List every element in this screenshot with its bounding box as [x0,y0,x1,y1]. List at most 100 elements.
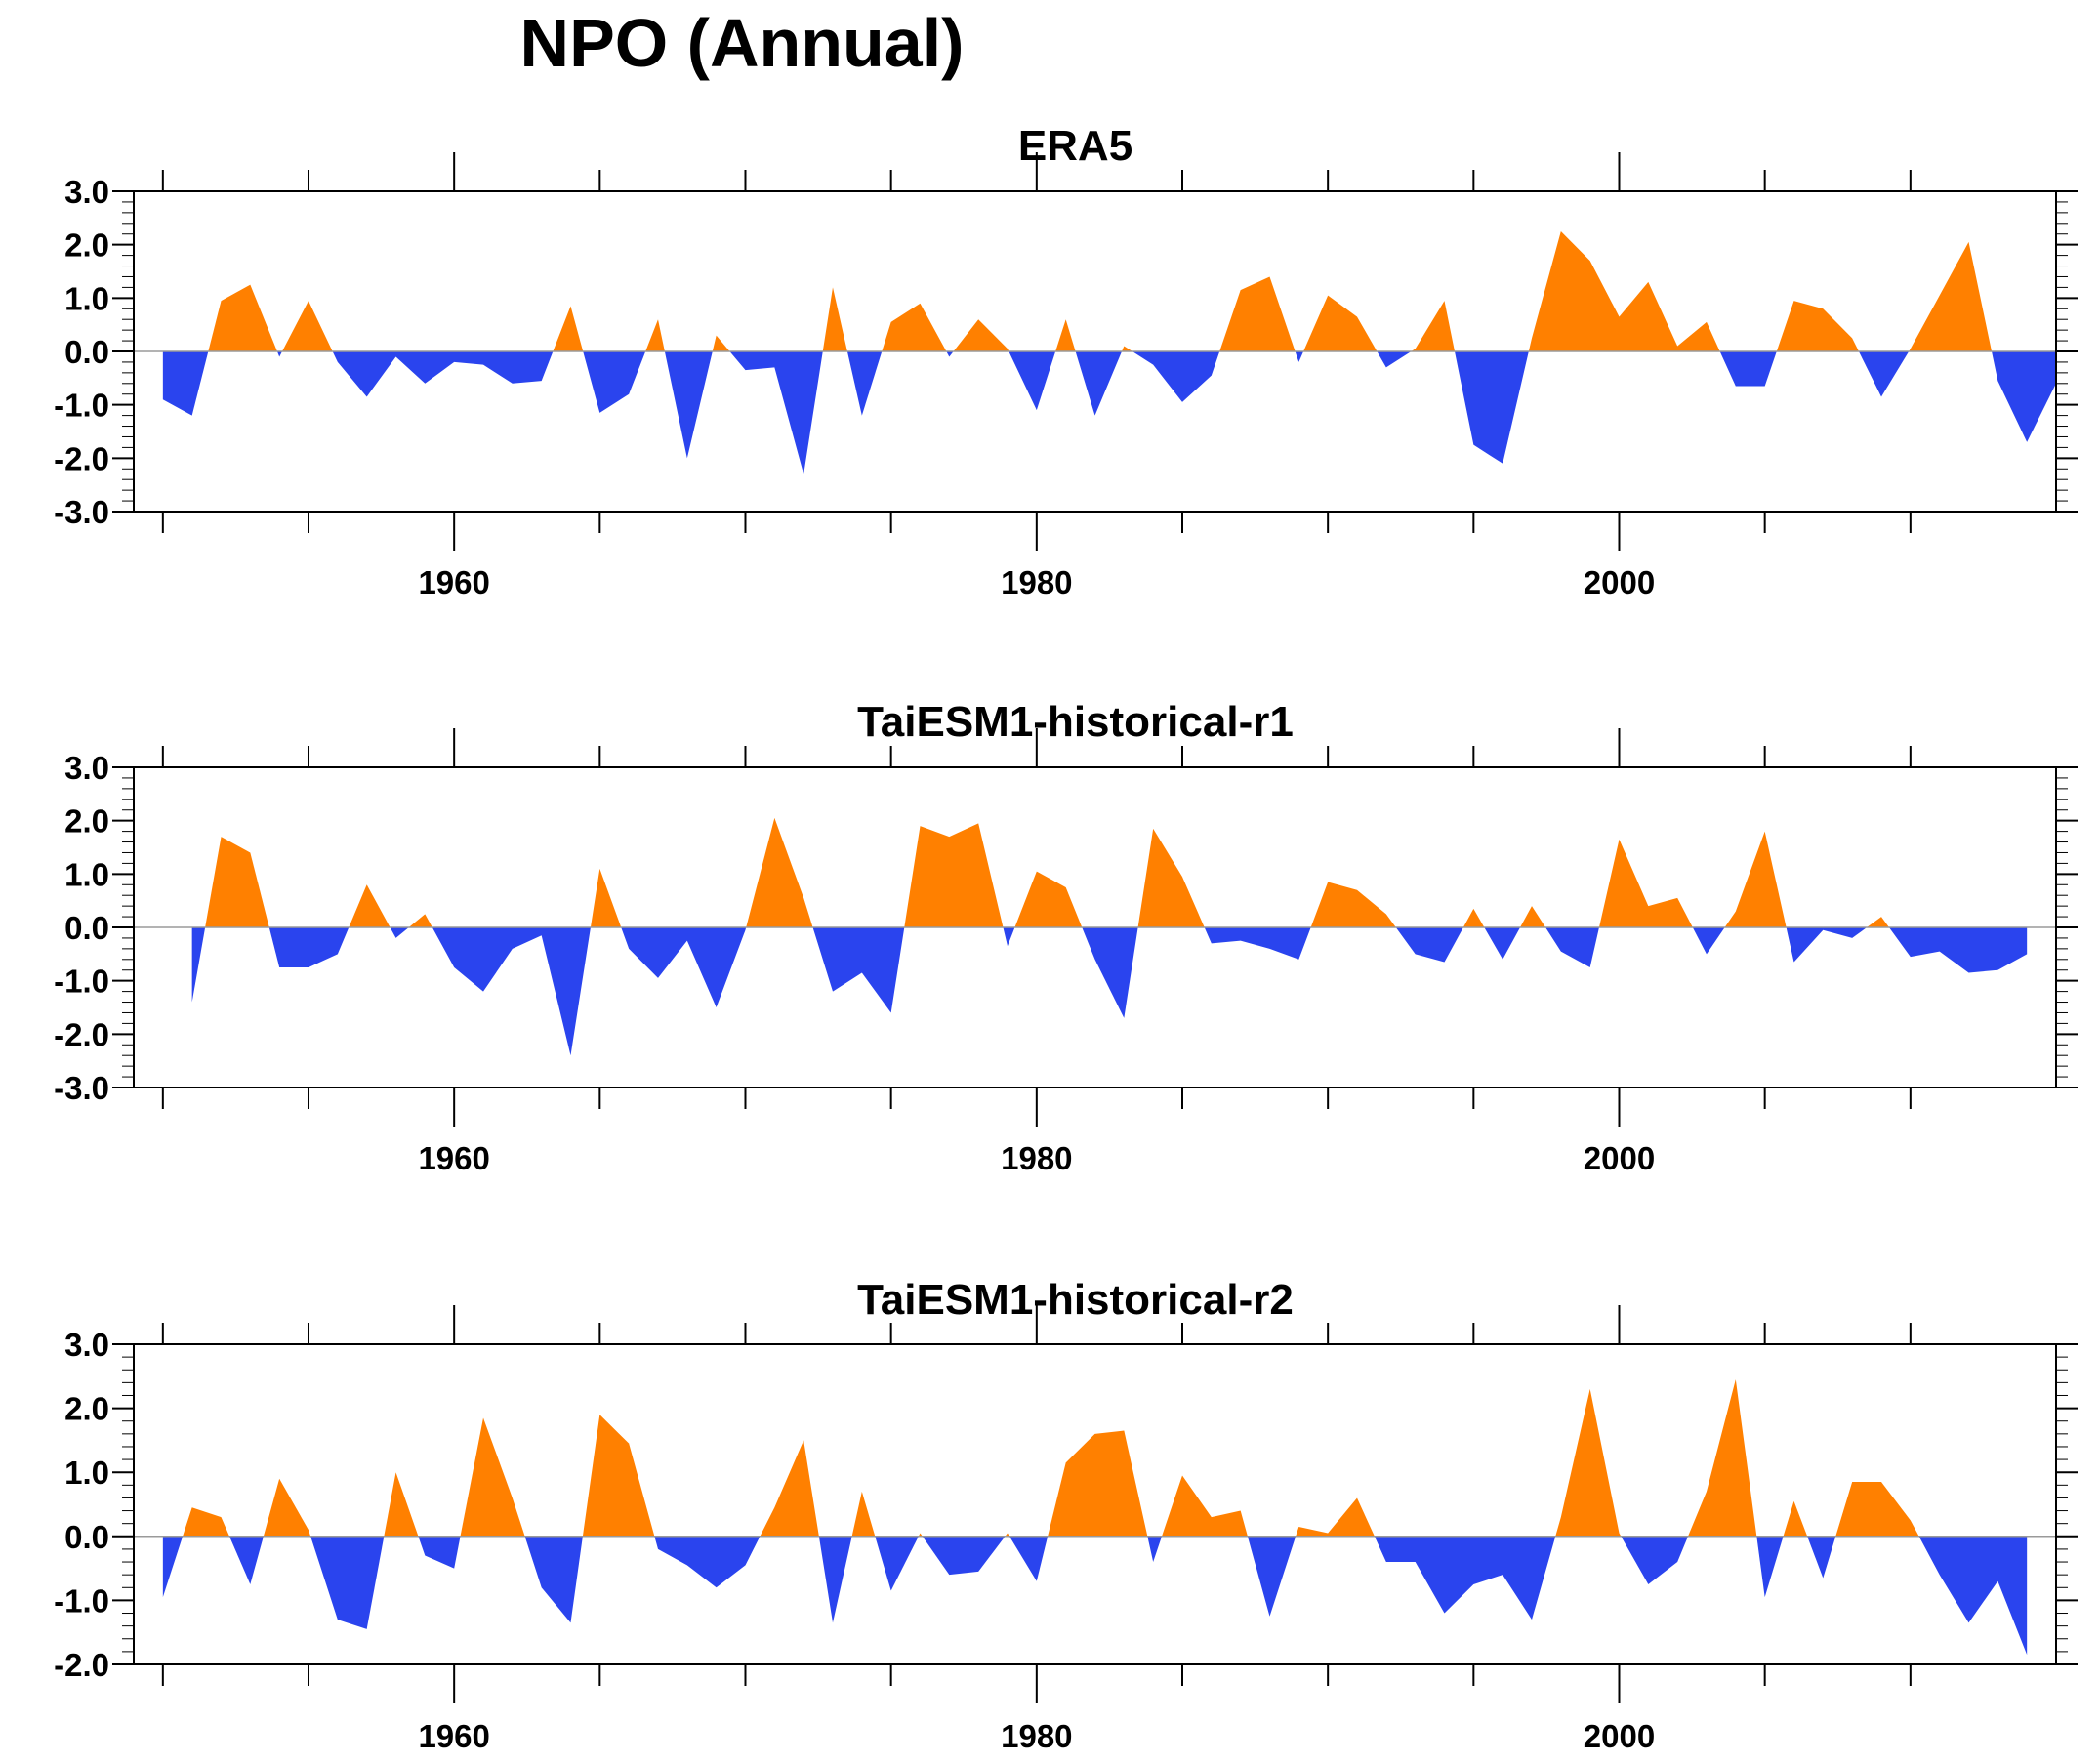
positive-area [460,1417,525,1537]
positive-area [1909,241,1993,351]
positive-area [822,287,847,351]
positive-area [408,914,432,927]
positive-area [1528,231,1720,351]
positive-area [1598,839,1693,927]
negative-area [1719,351,1777,387]
positive-area [263,1478,311,1537]
negative-area [1858,351,1910,397]
negative-area [1009,351,1056,411]
negative-area [1621,1536,1689,1584]
positive-area [205,837,269,927]
positive-area [1310,882,1396,927]
positive-area [1783,1500,1808,1537]
positive-area [1296,1497,1375,1537]
y-tick-label: 1.0 [64,1455,109,1491]
chart-panel-1: ERA5 -3.0 -2.0 -1.0 0.0 1.0 2.0 3.0 1960 1980 2000 [54,122,2078,600]
y-tick-label: 2.0 [64,803,109,840]
figure-title: NPO (Annual) [519,5,965,81]
chart-panel-3: TaiESM1-historical-r2 -2.0 -1.0 0.0 1.0 2.0 3.… [54,1276,2078,1754]
negative-area [818,1536,852,1623]
y-tick-label: -1.0 [54,1582,109,1619]
positive-area [1776,301,1859,351]
positive-area [1724,831,1787,927]
x-tick-label: 1960 [418,1718,489,1754]
y-tick-label: 2.0 [64,1391,109,1427]
positive-area [746,817,813,927]
negative-area [1692,927,1725,955]
negative-area [310,1536,385,1629]
positive-area [1162,1475,1248,1537]
negative-area [583,351,646,413]
negative-area [1132,351,1220,402]
negative-area [1082,927,1138,1018]
negative-area [1918,1536,2028,1656]
negative-area [432,927,591,1056]
positive-area [384,1472,419,1537]
negative-area [946,351,954,357]
negative-area [1545,927,1599,967]
positive-area [1688,1379,1757,1537]
y-tick-label: -2.0 [54,1647,109,1683]
panel-title: TaiESM1-historical-r2 [857,1276,1294,1324]
positive-area [1555,1388,1622,1537]
y-tick-label: 3.0 [64,1327,109,1363]
positive-area [953,319,1009,351]
negative-area [729,351,823,474]
positive-area [582,1414,655,1537]
y-tick-label: 0.0 [64,1519,109,1555]
negative-area [875,1536,919,1591]
negative-area [1003,927,1015,947]
negative-area [922,1536,1006,1576]
negative-area [812,927,905,1013]
negative-area [846,351,883,416]
positive-area [851,1491,876,1537]
negative-area [1395,927,1463,963]
positive-area [1520,906,1546,927]
positive-area [208,284,277,351]
positive-area [1835,1482,1919,1537]
negative-area [1295,351,1304,362]
positive-area [553,306,584,351]
y-tick-label: 3.0 [64,174,109,210]
chart-panel-2: TaiESM1-historical-r1 -3.0 -2.0 -1.0 0.0 1.0 2… [54,698,2078,1176]
plot-frame [133,1343,2057,1665]
x-tick-label: 2000 [1584,1718,1655,1754]
positive-area [349,884,391,927]
positive-area [1462,908,1485,927]
positive-area [882,303,947,351]
y-tick-label: -2.0 [54,440,109,476]
negative-area [1009,1536,1049,1581]
positive-area [918,1533,923,1537]
negative-area [268,927,350,967]
x-tick-label: 2000 [1584,1140,1655,1176]
positive-area [645,319,665,351]
positive-area [590,868,622,927]
y-tick-label: -3.0 [54,494,109,530]
positive-area [1005,1533,1009,1537]
positive-area [712,335,730,351]
negative-area [621,927,747,1007]
y-tick-label: 1.0 [64,280,109,316]
negative-area [390,927,409,938]
negative-area [1247,1536,1297,1617]
negative-area [664,351,713,459]
negative-area [1807,1536,1836,1578]
positive-area [760,1440,819,1537]
positive-area [1137,828,1205,927]
x-tick-label: 1980 [1001,1140,1072,1176]
y-tick-label: 0.0 [64,334,109,370]
y-tick-label: -3.0 [54,1070,109,1106]
negative-area [162,1536,184,1598]
panel-title: TaiESM1-historical-r1 [857,698,1294,746]
x-tick-label: 1980 [1001,1718,1072,1754]
y-tick-label: -1.0 [54,964,109,1000]
negative-area [1992,351,2056,442]
positive-area [282,301,333,351]
negative-area [276,351,283,357]
negative-area [332,351,554,397]
positive-area [1867,917,1889,927]
x-tick-label: 1980 [1001,564,1072,600]
x-tick-label: 1960 [418,1140,489,1176]
